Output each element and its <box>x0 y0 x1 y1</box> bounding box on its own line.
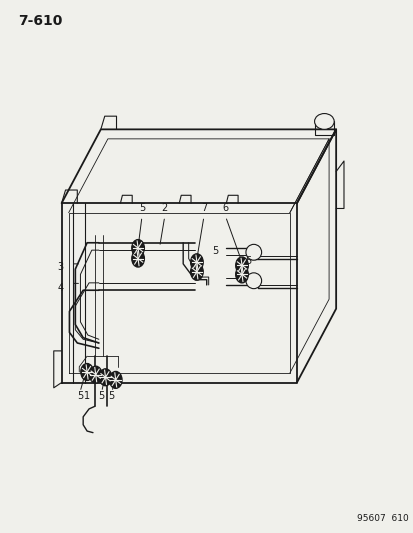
Text: 5: 5 <box>77 391 83 401</box>
Circle shape <box>131 250 144 267</box>
Text: 5: 5 <box>212 246 218 256</box>
Text: 5: 5 <box>109 391 115 401</box>
Text: 3: 3 <box>58 262 64 271</box>
Text: 6: 6 <box>222 204 228 214</box>
Circle shape <box>81 364 93 381</box>
Circle shape <box>235 257 248 274</box>
Text: 2: 2 <box>161 204 168 214</box>
Circle shape <box>99 369 112 386</box>
Circle shape <box>190 254 203 271</box>
Text: 95607  610: 95607 610 <box>356 514 408 523</box>
Ellipse shape <box>245 273 261 289</box>
Text: 7: 7 <box>200 204 206 214</box>
Text: 7-610: 7-610 <box>19 14 63 28</box>
Text: 4: 4 <box>58 282 64 293</box>
Circle shape <box>89 366 102 383</box>
Text: 5: 5 <box>98 391 104 401</box>
Circle shape <box>235 266 248 283</box>
Ellipse shape <box>245 244 261 260</box>
Text: 5: 5 <box>244 256 250 266</box>
Circle shape <box>109 372 122 389</box>
Circle shape <box>131 240 144 256</box>
Text: 5: 5 <box>138 204 145 214</box>
Circle shape <box>190 263 203 280</box>
Ellipse shape <box>314 114 333 130</box>
Text: 1: 1 <box>84 391 90 401</box>
